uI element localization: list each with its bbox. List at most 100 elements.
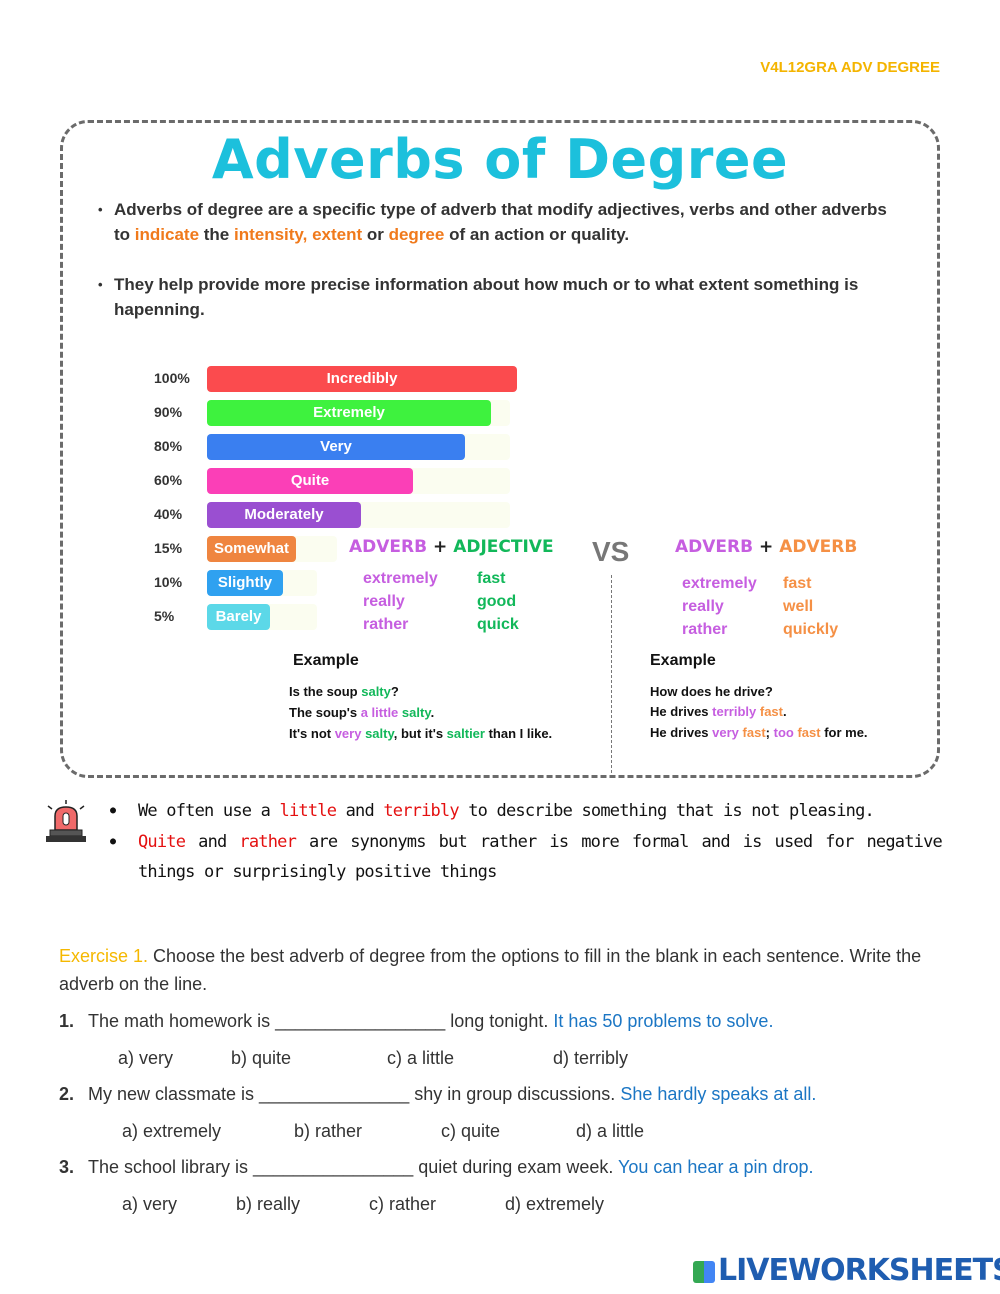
highlight-text: little <box>279 801 337 821</box>
answer-option[interactable]: b) really <box>236 1194 301 1214</box>
text-segment: to describe something that is not pleasi… <box>458 801 875 821</box>
question-text: My new classmate is _______________ shy … <box>88 1084 621 1104</box>
exercise-label: Exercise 1. <box>59 946 149 966</box>
logo-icon <box>693 1260 715 1283</box>
text-segment: . <box>430 705 435 720</box>
exercise-text: Choose the best adverb of degree from th… <box>59 946 922 994</box>
text-segment: than I like. <box>484 726 553 741</box>
answer-option[interactable]: b) quite <box>231 1048 292 1068</box>
text-segment: We often use a <box>138 801 280 821</box>
adverb-word: really <box>682 598 724 615</box>
liveworksheets-logo: LIVEWORKSHEETS <box>693 1253 1000 1288</box>
example-right-2: He drives terribly fast. <box>650 704 787 719</box>
modified-word: quick <box>477 616 519 633</box>
answer-option[interactable]: a) extremely <box>122 1121 222 1141</box>
example-title-left: Example <box>293 652 359 669</box>
heading-adverb: ADVERB <box>349 537 428 557</box>
degree-bar-slightly: Slightly <box>207 570 283 596</box>
answer-option[interactable]: a) very <box>122 1194 178 1214</box>
adverb-word: rather <box>363 616 409 633</box>
adverb-word: extremely <box>363 570 438 587</box>
highlight-text: salty <box>361 684 391 699</box>
percent-label: 10% <box>154 574 183 590</box>
answer-option[interactable]: b) rather <box>294 1121 363 1141</box>
text-segment: How does he drive? <box>650 684 773 699</box>
highlight-text: terribly <box>383 801 459 821</box>
text-segment: It's not <box>289 726 335 741</box>
degree-bar-incredibly: Incredibly <box>207 366 517 392</box>
highlight-text: degree <box>388 225 445 244</box>
highlight-text: fast <box>742 725 766 740</box>
question-hint: She hardly speaks at all. <box>620 1084 817 1104</box>
question-text: The math homework is _________________ l… <box>88 1011 554 1031</box>
question-text: The school library is ________________ q… <box>88 1157 619 1177</box>
question-2: 2. My new classmate is _______________ sh… <box>59 1084 816 1105</box>
example-left-2: The soup's a little salty. <box>289 705 434 720</box>
highlight-text: salty <box>401 705 431 720</box>
info-panel <box>60 120 940 778</box>
answer-option[interactable]: a) very <box>118 1048 174 1068</box>
bullet-purpose: They help provide more precise informati… <box>98 272 898 322</box>
exercise-instruction: Exercise 1. Choose the best adverb of de… <box>59 942 944 998</box>
worksheet-code: V4L12GRA ADV DEGREE <box>760 59 940 76</box>
plus-sign: + <box>759 537 774 557</box>
highlight-text: too <box>773 725 794 740</box>
answer-option[interactable]: c) rather <box>369 1194 437 1214</box>
text-segment: are synonyms but rather is more formal a… <box>138 832 943 882</box>
heading-adverb: ADVERB <box>675 537 754 557</box>
highlight-text: a little <box>360 705 399 720</box>
modified-word: well <box>783 598 814 615</box>
question-hint: It has 50 problems to solve. <box>553 1011 774 1031</box>
question-hint: You can hear a pin drop. <box>618 1157 814 1177</box>
modified-word: quickly <box>783 621 839 638</box>
alarm-icon <box>46 800 86 842</box>
percent-label: 90% <box>154 404 183 420</box>
degree-bar-barely: Barely <box>207 604 270 630</box>
answer-option[interactable]: d) a little <box>576 1121 645 1141</box>
text-segment: ; <box>765 725 774 740</box>
text-segment: , but it's <box>393 726 447 741</box>
percent-label: 80% <box>154 438 183 454</box>
highlight-text: very <box>712 725 739 740</box>
modified-word: good <box>477 593 517 610</box>
modified-word: fast <box>477 570 506 587</box>
example-title-right: Example <box>650 652 716 669</box>
degree-bar-somewhat: Somewhat <box>207 536 296 562</box>
degree-bar-quite: Quite <box>207 468 413 494</box>
text-segment: He drives <box>650 704 713 719</box>
text-segment: ? <box>390 684 399 699</box>
highlight-text: salty <box>365 726 394 741</box>
highlight-text: saltier <box>446 726 485 741</box>
heading-adverb-2: ADVERB <box>779 537 858 557</box>
question-number: 1. <box>59 1011 75 1031</box>
example-left-3: It's not very salty, but it's saltier th… <box>289 726 552 741</box>
adverb-word: extremely <box>682 575 757 592</box>
degree-bar-moderately: Moderately <box>207 502 361 528</box>
example-right-1: How does he drive? <box>650 684 773 699</box>
note-2: Quite and rather are synonyms but rather… <box>110 827 943 887</box>
answer-option[interactable]: c) a little <box>387 1048 455 1068</box>
answer-option[interactable]: d) terribly <box>553 1048 629 1068</box>
text-segment: They help provide more precise informati… <box>114 275 859 319</box>
highlight-text: indicate <box>134 225 200 244</box>
highlight-text: very <box>334 726 362 741</box>
text-segment: He drives <box>650 725 713 740</box>
question-number: 2. <box>59 1084 75 1104</box>
note-1: We often use a little and terribly to de… <box>110 796 942 826</box>
answer-option[interactable]: d) extremely <box>505 1194 605 1214</box>
text-segment: Adverbs of degree are a specific type of… <box>114 200 887 244</box>
modified-word: fast <box>783 575 812 592</box>
highlight-text: Quite <box>138 832 186 852</box>
text-segment: for me. <box>820 725 868 740</box>
text-segment: The soup's <box>289 705 361 720</box>
answer-option[interactable]: c) quite <box>441 1121 501 1141</box>
highlight-text: terribly <box>712 704 757 719</box>
text-segment: or <box>362 225 389 244</box>
text-segment: Is the soup <box>289 684 362 699</box>
heading-adjective: ADJECTIVE <box>453 537 554 557</box>
question-1: 1. The math homework is _________________… <box>59 1011 773 1032</box>
text-segment: of an action or quality. <box>444 225 630 244</box>
divider-line <box>611 575 612 773</box>
example-left-1: Is the soup salty? <box>289 684 399 699</box>
adverb-adverb-heading: ADVERB + ADVERB <box>675 537 857 557</box>
